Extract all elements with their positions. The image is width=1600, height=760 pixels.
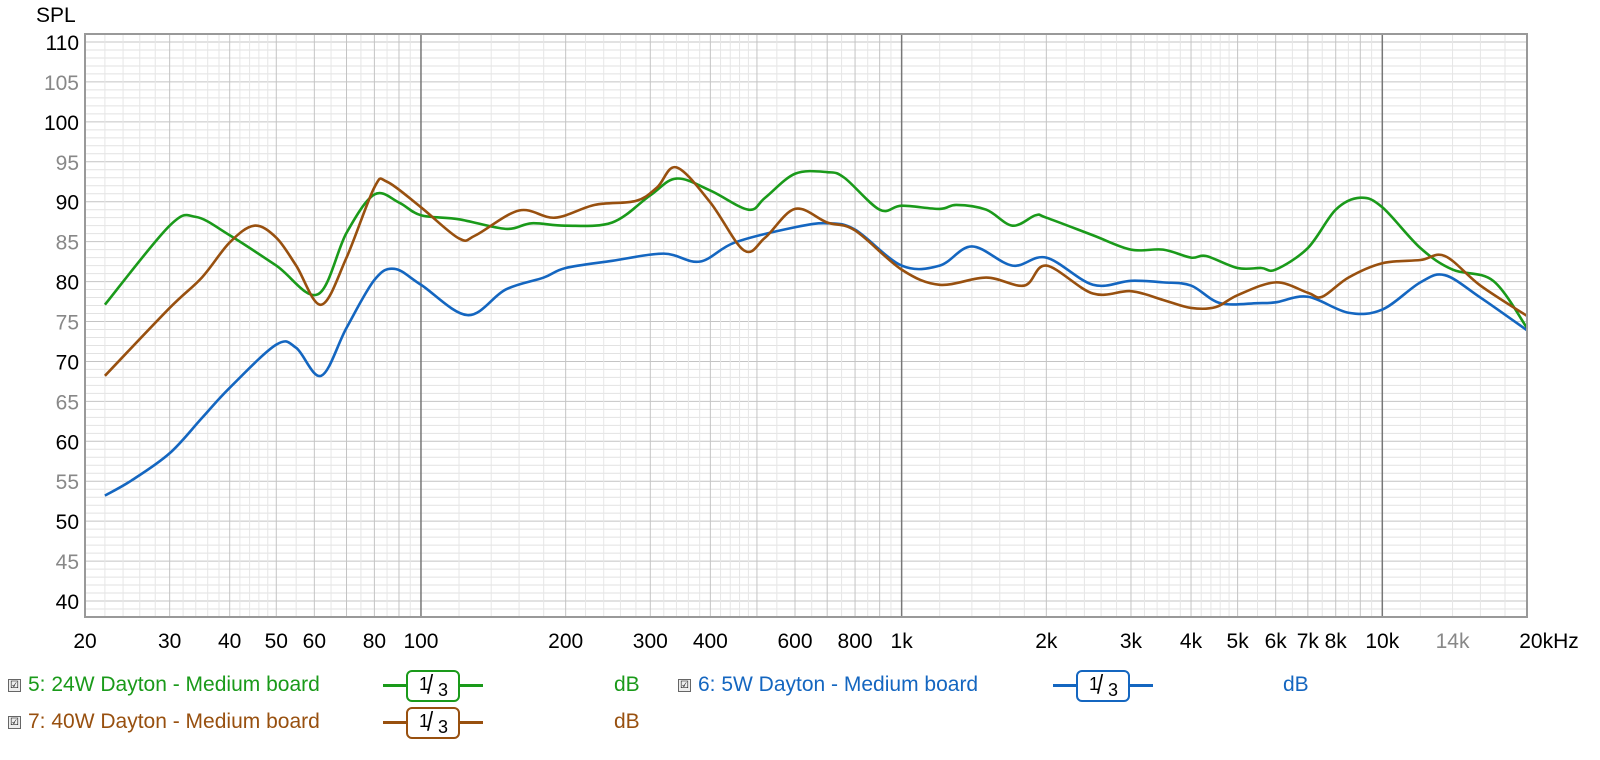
x-tick-label: 1k: [891, 630, 914, 653]
curves: [103, 165, 1529, 497]
y-tick-label: 100: [44, 112, 79, 135]
x-tick-label: 600: [777, 630, 812, 653]
x-tick-label: 30: [158, 630, 181, 653]
unit-label: dB: [614, 673, 640, 696]
x-tick-label: 400: [693, 630, 728, 653]
series-checkbox[interactable]: ☑: [678, 679, 691, 692]
series-label[interactable]: 5: 24W Dayton - Medium board: [28, 673, 320, 696]
x-tick-label: 40: [218, 630, 241, 653]
unit-label: dB: [614, 710, 640, 733]
y-tick-label: 65: [56, 391, 79, 414]
frequency-response-chart: SPL 110 105 100 95 90 85 80 75 70 65 60 55 50 45 40 20…: [36, 4, 1579, 653]
x-tick-label: 20kHz: [1519, 630, 1579, 653]
series-checkbox[interactable]: ☑: [8, 679, 21, 692]
x-tick-label: 300: [633, 630, 668, 653]
x-tick-label: 20: [73, 630, 96, 653]
plot-frame: [84, 33, 1528, 618]
y-tick-label: 90: [56, 192, 79, 215]
x-tick-label: 800: [838, 630, 873, 653]
smoothing-button[interactable]: 1 / 3: [383, 706, 483, 739]
y-tick-label: 95: [56, 152, 79, 175]
smoothing-fraction-icon: 1 / 3: [406, 706, 460, 739]
x-tick-label: 4k: [1180, 630, 1203, 653]
x-tick-label: 3k: [1120, 630, 1143, 653]
y-tick-label: 85: [56, 232, 79, 255]
y-tick-label: 60: [56, 431, 79, 454]
smoothing-fraction-icon: 1 / 3: [1076, 669, 1130, 702]
legend-item: ☑ 7: 40W Dayton - Medium board 1 / 3 dB: [0, 706, 660, 739]
unit-label: dB: [1283, 673, 1309, 696]
series-label[interactable]: 6: 5W Dayton - Medium board: [698, 673, 979, 696]
grid: [84, 33, 1528, 618]
x-tick-labels: 20 30 40 50 60 80 100 200 300 400 600 800 1k 2k 3k 4k 5k…: [73, 630, 1578, 653]
x-tick-label: 5k: [1227, 630, 1250, 653]
x-tick-label: 2k: [1035, 630, 1058, 653]
x-tick-label: 14k: [1436, 630, 1470, 653]
y-tick-label: 50: [56, 511, 79, 534]
y-axis-label: SPL: [36, 4, 76, 27]
y-tick-label: 40: [56, 591, 79, 614]
x-tick-label: 200: [548, 630, 583, 653]
series-line-2: [104, 221, 1528, 497]
smoothing-button[interactable]: 1 / 3: [383, 669, 483, 702]
y-tick-labels: 110 105 100 95 90 85 80 75 70 65 60 55 50 45 40: [44, 32, 79, 614]
series-line-1: [103, 169, 1529, 329]
x-tick-label: 7k: [1297, 630, 1320, 653]
x-tick-label: 60: [303, 630, 326, 653]
y-tick-label: 80: [56, 272, 79, 295]
y-tick-label: 110: [46, 32, 79, 55]
y-tick-label: 55: [56, 471, 79, 494]
legend-item: ☑ 5: 24W Dayton - Medium board 1 / 3 dB: [0, 669, 660, 702]
x-tick-label: 80: [363, 630, 386, 653]
legend-item: ☑ 6: 5W Dayton - Medium board 1 / 3 dB: [670, 669, 1330, 702]
x-tick-label: 8k: [1325, 630, 1348, 653]
series-line-3: [103, 165, 1528, 377]
y-tick-label: 105: [44, 72, 79, 95]
y-tick-label: 75: [56, 312, 79, 335]
y-tick-label: 45: [56, 551, 79, 574]
y-tick-label: 70: [56, 351, 79, 374]
x-tick-label: 50: [265, 630, 288, 653]
x-tick-label: 6k: [1265, 630, 1288, 653]
series-checkbox[interactable]: ☑: [8, 716, 21, 729]
smoothing-fraction-icon: 1 / 3: [406, 669, 460, 702]
x-tick-label: 100: [403, 630, 438, 653]
smoothing-button[interactable]: 1 / 3: [1053, 669, 1153, 702]
series-label[interactable]: 7: 40W Dayton - Medium board: [28, 710, 320, 733]
x-tick-label: 10k: [1365, 630, 1399, 653]
